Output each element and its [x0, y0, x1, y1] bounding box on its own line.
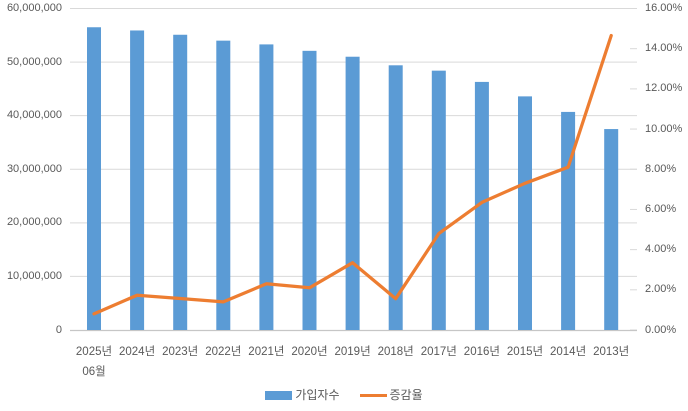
- legend-label-growth-rate: 증감율: [389, 388, 423, 402]
- bar-subscribers: [604, 129, 619, 330]
- x-axis-label: 2019년: [334, 346, 371, 358]
- bar-subscribers: [173, 34, 188, 331]
- legend-item-subscribers: 가입자수: [265, 388, 340, 402]
- x-axis-label: 2025년 06월: [75, 346, 113, 378]
- bar-subscribers: [431, 70, 446, 330]
- bar-subscribers: [518, 96, 532, 330]
- bar-subscribers: [388, 65, 403, 330]
- x-axis-label: 2022년: [205, 346, 242, 358]
- x-axis-label: 2023년: [162, 346, 199, 358]
- y-axis-label-left: 60,000,000: [6, 2, 62, 14]
- y-axis-label-left: 20,000,000: [6, 216, 62, 229]
- y-axis-label-right: 2.00%: [645, 283, 677, 296]
- bar-subscribers: [259, 44, 274, 331]
- bar-subscribers: [87, 27, 101, 331]
- y-axis-label-right: 10.00%: [645, 122, 683, 135]
- y-axis-label-left: 10,000,000: [6, 269, 62, 282]
- legend: 가입자수 증감율: [0, 389, 688, 402]
- x-axis-label: 2018년: [377, 346, 414, 358]
- x-axis-label: 2024년: [119, 346, 156, 358]
- bar-series-swatch-icon: [265, 391, 293, 400]
- y-axis-label-left: 50,000,000: [6, 55, 62, 68]
- bar-subscribers: [345, 56, 360, 330]
- bar-subscribers: [130, 30, 145, 330]
- x-axis-label: 2021년: [248, 346, 285, 358]
- y-axis-label-left: 40,000,000: [6, 109, 62, 122]
- y-axis-label-left: 30,000,000: [6, 162, 62, 175]
- y-axis-label-left: 0: [55, 323, 62, 336]
- bar-subscribers: [302, 50, 317, 330]
- y-axis-label-right: 12.00%: [645, 82, 683, 95]
- x-axis-label: 2016년: [463, 346, 500, 358]
- y-axis-label-right: 14.00%: [645, 42, 683, 55]
- bar-subscribers: [561, 111, 576, 330]
- y-axis-label-right: 16.00%: [645, 2, 683, 14]
- x-axis-label: 2017년: [420, 346, 457, 358]
- x-axis-label: 2013년: [593, 346, 630, 358]
- y-axis-label-right: 4.00%: [645, 243, 677, 256]
- y-axis-label-right: 6.00%: [645, 202, 677, 215]
- line-series-swatch-icon: [359, 393, 387, 398]
- bar-subscribers: [474, 81, 489, 330]
- bar-subscribers: [216, 40, 231, 331]
- y-axis-label-right: 8.00%: [645, 162, 677, 175]
- legend-item-growth-rate: 증감율: [359, 388, 423, 402]
- x-axis-label: 2014년: [550, 346, 587, 358]
- line-growth-rate: [92, 33, 613, 316]
- y-axis-label-right: 0.00%: [645, 323, 677, 336]
- legend-label-subscribers: 가입자수: [295, 388, 340, 402]
- x-axis-label: 2015년: [506, 346, 544, 358]
- x-axis-label: 2020년: [291, 346, 328, 358]
